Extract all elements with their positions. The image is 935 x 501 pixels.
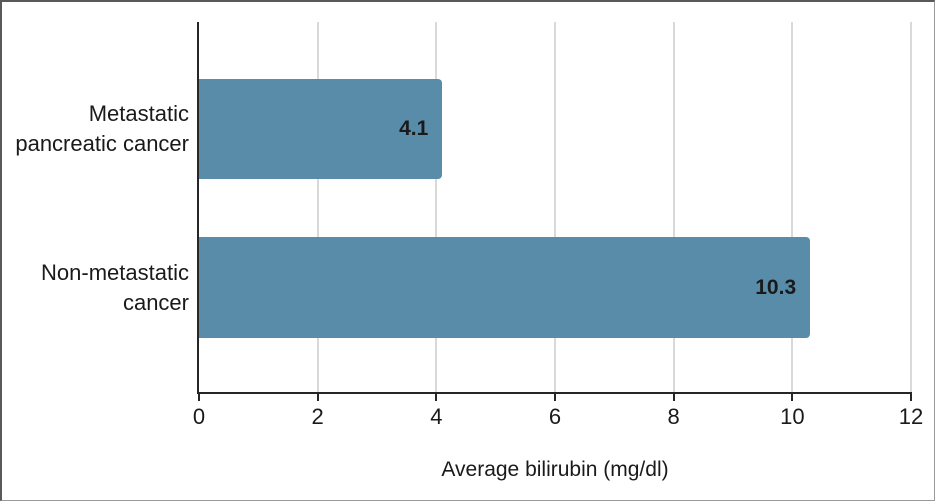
gridline bbox=[554, 22, 556, 392]
plot-area: 4.1 10.3 bbox=[197, 22, 912, 394]
x-axis-tick bbox=[554, 392, 556, 401]
x-axis-tick-label: 8 bbox=[667, 404, 680, 429]
x-axis-tick bbox=[791, 392, 794, 401]
gridline bbox=[910, 22, 912, 392]
x-axis-tick bbox=[672, 392, 675, 401]
x-axis-title: Average bilirubin (mg/dl) bbox=[441, 458, 669, 481]
x-axis-tick-label: 6 bbox=[548, 404, 562, 429]
bar: 10.3 bbox=[199, 237, 811, 338]
category-label: Metastatic pancreatic cancer bbox=[15, 101, 189, 156]
gridline bbox=[435, 22, 438, 392]
category-label: Non-metastatic cancer bbox=[41, 259, 189, 315]
gridline bbox=[316, 22, 319, 392]
gridline bbox=[672, 22, 675, 392]
x-axis-tick-label: 0 bbox=[192, 404, 206, 429]
x-axis-tick-label: 4 bbox=[430, 404, 443, 429]
bar-value-label: 10.3 bbox=[755, 275, 797, 299]
x-axis-tick bbox=[435, 392, 438, 401]
x-axis-tick-label: 2 bbox=[311, 404, 324, 429]
x-axis-tick-label: 10 bbox=[780, 404, 805, 429]
bar: 4.1 bbox=[199, 79, 443, 179]
x-axis-tick bbox=[316, 392, 319, 401]
x-axis-tick bbox=[198, 392, 200, 401]
gridline bbox=[791, 22, 794, 392]
x-axis-tick-label: 12 bbox=[898, 404, 924, 429]
bar-value-label: 4.1 bbox=[399, 117, 429, 140]
x-axis-tick bbox=[910, 392, 912, 401]
